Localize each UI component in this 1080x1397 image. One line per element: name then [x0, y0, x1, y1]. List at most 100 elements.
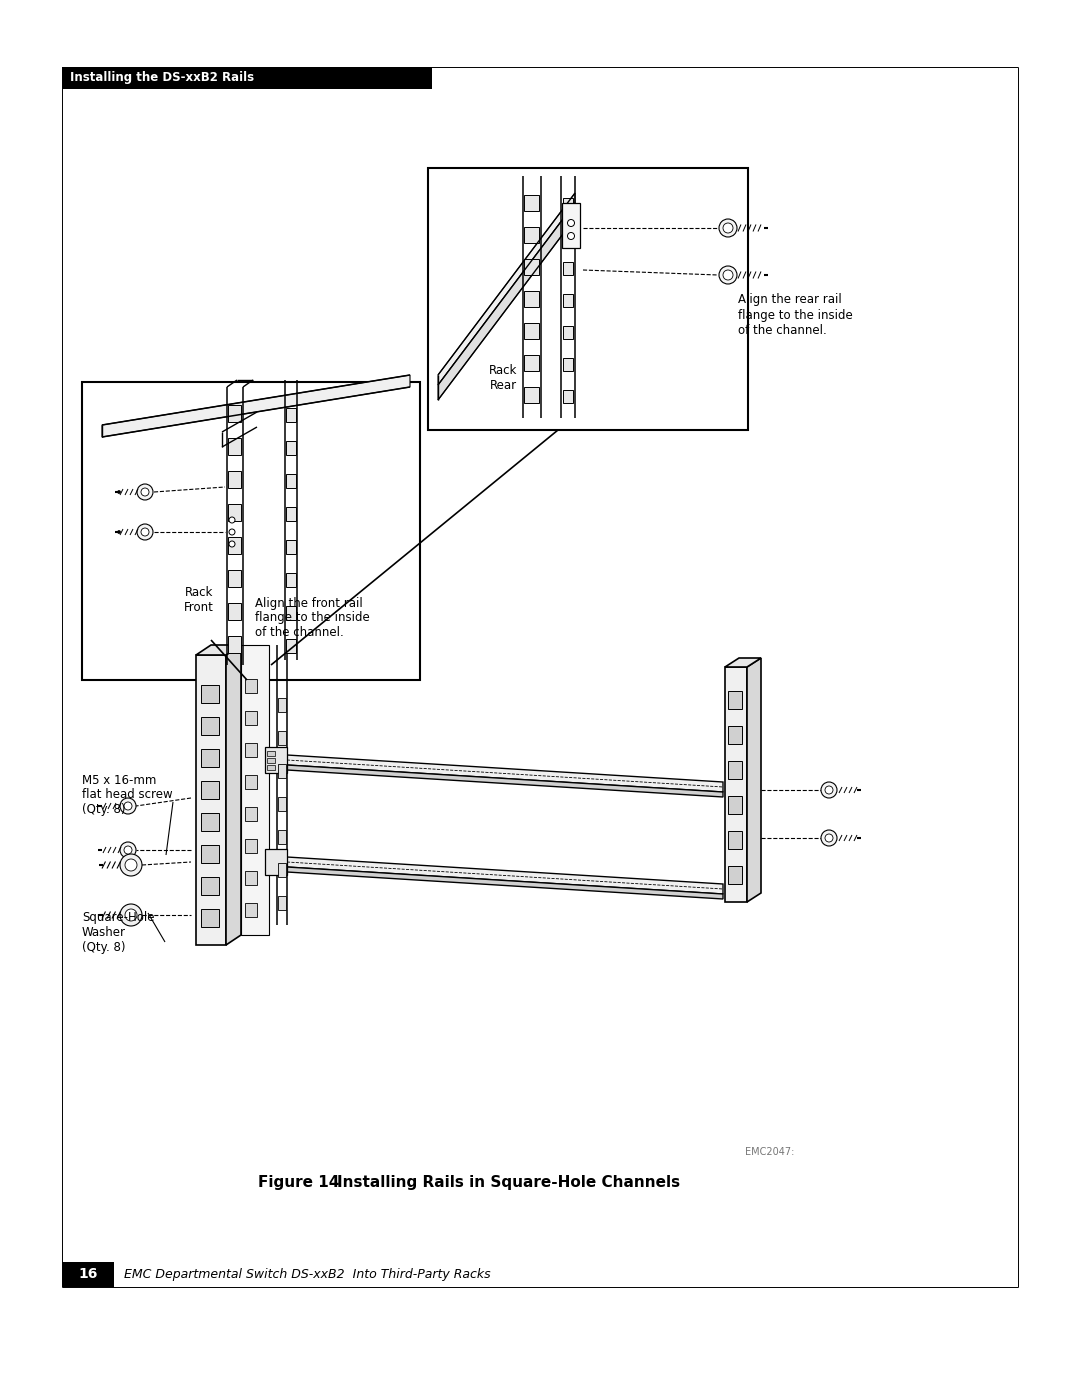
Circle shape — [125, 859, 137, 870]
Bar — [201, 685, 219, 703]
Circle shape — [825, 787, 833, 793]
Circle shape — [118, 531, 121, 534]
Bar — [201, 717, 219, 735]
Bar — [201, 813, 219, 831]
Bar — [228, 439, 241, 455]
Circle shape — [141, 528, 149, 536]
Polygon shape — [102, 374, 410, 437]
Circle shape — [120, 798, 136, 814]
Bar — [228, 570, 241, 587]
Text: Figure 14: Figure 14 — [258, 1175, 339, 1189]
Bar — [728, 831, 742, 849]
Bar — [563, 198, 573, 211]
Bar — [245, 711, 257, 725]
Bar — [245, 870, 257, 886]
Polygon shape — [226, 645, 241, 944]
Bar — [524, 258, 539, 275]
Bar — [278, 830, 286, 844]
Bar — [201, 909, 219, 928]
Bar — [245, 807, 257, 821]
Circle shape — [567, 219, 575, 226]
Bar — [524, 226, 539, 243]
Bar — [278, 863, 286, 877]
Polygon shape — [195, 645, 241, 655]
Bar — [524, 387, 539, 402]
Polygon shape — [747, 658, 761, 902]
Bar — [228, 536, 241, 555]
Bar — [286, 606, 296, 620]
Bar — [728, 761, 742, 780]
Bar — [563, 263, 573, 275]
Bar — [245, 743, 257, 757]
Circle shape — [719, 265, 737, 284]
Bar — [278, 764, 286, 778]
Bar — [278, 895, 286, 909]
Bar — [563, 358, 573, 372]
Bar — [524, 355, 539, 372]
Bar — [286, 541, 296, 555]
Bar — [278, 698, 286, 712]
Circle shape — [137, 524, 153, 541]
Bar — [286, 573, 296, 587]
Bar — [286, 474, 296, 488]
Bar — [245, 775, 257, 789]
Polygon shape — [438, 203, 575, 400]
Text: 16: 16 — [79, 1267, 97, 1281]
Bar — [728, 866, 742, 884]
Polygon shape — [725, 658, 761, 666]
Bar — [563, 326, 573, 339]
Bar — [725, 666, 747, 902]
Circle shape — [141, 488, 149, 496]
Bar — [278, 798, 286, 812]
Circle shape — [229, 541, 235, 548]
Circle shape — [229, 529, 235, 535]
Circle shape — [124, 802, 132, 810]
Circle shape — [821, 830, 837, 847]
Circle shape — [825, 834, 833, 842]
Polygon shape — [287, 754, 723, 792]
Text: Installing the DS-xxB2 Rails: Installing the DS-xxB2 Rails — [70, 71, 254, 84]
Bar — [245, 840, 257, 854]
Bar — [245, 902, 257, 916]
Bar — [228, 504, 241, 521]
Bar — [195, 655, 226, 944]
Text: Square-Hole
Washer
(Qty. 8): Square-Hole Washer (Qty. 8) — [82, 911, 154, 954]
Bar — [286, 441, 296, 455]
Circle shape — [124, 847, 132, 854]
Circle shape — [821, 782, 837, 798]
Bar — [267, 766, 275, 770]
Bar — [278, 731, 286, 745]
Bar — [562, 203, 580, 249]
Circle shape — [723, 224, 733, 233]
Text: EMC2047:: EMC2047: — [745, 1147, 795, 1157]
Bar — [201, 781, 219, 799]
Circle shape — [125, 909, 137, 921]
Text: Align the rear rail
flange to the inside
of the channel.: Align the rear rail flange to the inside… — [738, 293, 853, 337]
Bar — [286, 638, 296, 652]
Text: EMC Departmental Switch DS-xxB2  Into Third-Party Racks: EMC Departmental Switch DS-xxB2 Into Thi… — [124, 1268, 490, 1281]
Bar — [62, 1261, 114, 1287]
Bar — [228, 471, 241, 488]
Bar — [563, 231, 573, 243]
Circle shape — [229, 517, 235, 522]
Bar — [286, 507, 296, 521]
Bar — [201, 749, 219, 767]
Circle shape — [723, 270, 733, 279]
Circle shape — [719, 219, 737, 237]
Circle shape — [118, 490, 121, 493]
Text: M5 x 16-mm
flat head screw
(Qty. 8): M5 x 16-mm flat head screw (Qty. 8) — [82, 774, 173, 816]
Bar — [524, 291, 539, 307]
Circle shape — [137, 483, 153, 500]
Text: Rack
Rear: Rack Rear — [489, 365, 517, 393]
Bar — [201, 877, 219, 895]
Bar — [228, 405, 241, 422]
Bar — [563, 390, 573, 402]
Text: Align the front rail
flange to the inside
of the channel.: Align the front rail flange to the insid… — [255, 597, 369, 640]
Bar — [245, 679, 257, 693]
Polygon shape — [438, 193, 575, 386]
Bar — [286, 408, 296, 422]
Polygon shape — [287, 856, 723, 894]
Circle shape — [567, 232, 575, 239]
Bar — [428, 168, 748, 430]
Bar — [228, 636, 241, 652]
